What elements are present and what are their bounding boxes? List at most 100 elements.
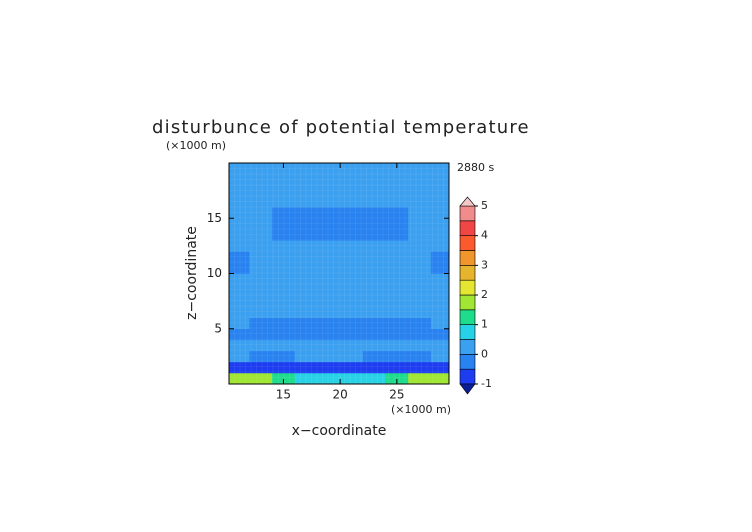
contour-cell	[362, 240, 386, 252]
contour-cell	[362, 207, 386, 219]
contour-cell	[408, 284, 432, 296]
contour-cell	[294, 196, 318, 208]
contour-cell	[249, 284, 273, 296]
time-label: 2880 s	[457, 161, 494, 174]
contour-cell	[362, 328, 386, 341]
contour-cell	[249, 361, 273, 374]
contour-cell	[294, 229, 318, 241]
contour-cell	[430, 163, 450, 175]
x-unit: (×1000 m)	[391, 403, 451, 416]
contour-cell	[317, 361, 341, 374]
contour-cell	[362, 350, 386, 363]
contour-cell	[229, 163, 250, 175]
contour-cell	[340, 229, 364, 241]
contour-cell	[294, 295, 318, 307]
contour-cell	[430, 196, 450, 208]
colorbar-segment	[459, 220, 476, 236]
contour-cell	[385, 317, 409, 330]
contour-cell	[272, 174, 296, 186]
colorbar-under	[459, 383, 476, 395]
contour-cell	[249, 328, 273, 341]
y-tick-label: 10	[207, 266, 222, 280]
colorbar-segment	[459, 294, 476, 311]
contour-cell	[362, 295, 386, 307]
contour-cell	[294, 262, 318, 274]
contour-cell	[294, 317, 318, 330]
contour-cell	[340, 372, 364, 385]
contour-cell	[272, 207, 296, 219]
contour-cell	[362, 185, 386, 197]
contour-cell	[430, 339, 450, 352]
colorbar-segment	[459, 265, 476, 281]
contour-cell	[385, 251, 409, 263]
contour-cell	[340, 350, 364, 363]
contour-cell	[385, 350, 409, 363]
contour-cell	[408, 185, 432, 197]
contour-cell	[430, 273, 450, 285]
contour-cell	[385, 328, 409, 341]
y-tick-label: 15	[207, 211, 222, 225]
contour-cell	[385, 361, 409, 374]
contour-cell	[229, 306, 250, 318]
contour-cell	[408, 196, 432, 208]
contour-cell	[229, 372, 250, 385]
contour-cell	[272, 163, 296, 175]
y-tick-label: 5	[214, 321, 222, 335]
contour-cell	[229, 196, 250, 208]
contour-cell	[294, 207, 318, 219]
contour-cell	[249, 185, 273, 197]
contour-cell	[294, 185, 318, 197]
colorbar-tick-label: 2	[481, 288, 488, 301]
contour-cell	[229, 339, 250, 352]
contour-cell	[430, 240, 450, 252]
contour-cell	[272, 273, 296, 285]
contour-cell	[408, 372, 432, 385]
contour-cell	[272, 262, 296, 274]
contour-cell	[249, 262, 273, 274]
contour-cell	[408, 251, 432, 263]
contour-cell	[408, 229, 432, 241]
contour-cell	[408, 295, 432, 307]
chart-title: disturbunce of potential temperature	[152, 117, 530, 138]
contour-cell	[385, 262, 409, 274]
contour-cell	[430, 185, 450, 197]
contour-cell	[340, 284, 364, 296]
contour-cell	[317, 372, 341, 385]
contour-cell	[317, 240, 341, 252]
contour-cell	[385, 218, 409, 230]
contour-cell	[317, 174, 341, 186]
contour-cell	[430, 262, 450, 274]
contour-cell	[362, 262, 386, 274]
contour-cell	[340, 361, 364, 374]
contour-cell	[340, 174, 364, 186]
colorbar-segment	[459, 250, 476, 266]
contour-cell	[272, 218, 296, 230]
contour-cell	[385, 185, 409, 197]
x-tick-label: 20	[332, 388, 347, 402]
contour-cell	[340, 163, 364, 175]
colorbar-segment	[459, 324, 476, 340]
contour-cell	[340, 328, 364, 341]
contour-cell	[340, 207, 364, 219]
contour-cell	[385, 229, 409, 241]
colorbar-tick-label: 3	[481, 258, 488, 271]
contour-cell	[430, 251, 450, 263]
contour-cell	[408, 361, 432, 374]
contour-cell	[362, 284, 386, 296]
contour-cell	[408, 350, 432, 363]
contour-cell	[385, 372, 409, 385]
contour-cell	[362, 273, 386, 285]
contour-cell	[294, 218, 318, 230]
contour-cell	[362, 163, 386, 175]
contour-cell	[249, 350, 273, 363]
contour-cell	[430, 328, 450, 341]
x-tick-label: 25	[389, 388, 404, 402]
contour-cell	[272, 361, 296, 374]
contour-cell	[430, 317, 450, 330]
colorbar-segment	[459, 279, 476, 296]
contour-cell	[249, 240, 273, 252]
contour-cell	[317, 295, 341, 307]
contour-cell	[294, 339, 318, 352]
contour-cell	[249, 163, 273, 175]
contour-cell	[385, 207, 409, 219]
